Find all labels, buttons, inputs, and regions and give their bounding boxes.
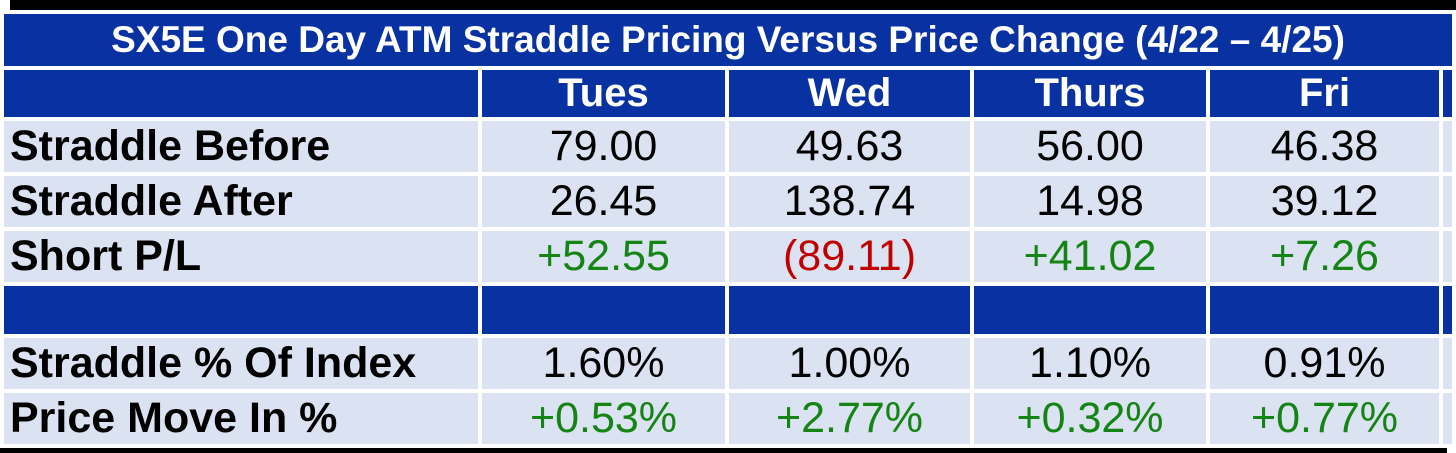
cell-value: +41.02 (974, 231, 1206, 282)
table-title: SX5E One Day ATM Straddle Pricing Versus… (4, 14, 1453, 66)
separator-cell (1210, 286, 1439, 334)
cell-value: 0.91% (1210, 338, 1439, 389)
separator-cell (729, 286, 970, 334)
cell-value: 26.45 (482, 176, 725, 227)
cell-value: 49.63 (729, 121, 970, 172)
header-tues: Tues (482, 70, 725, 117)
sliver-cell (1443, 338, 1453, 389)
top-border-bar (10, 0, 1456, 10)
row-label: Straddle After (4, 176, 478, 227)
cell-value: +0.32% (974, 393, 1206, 444)
sliver-cell (1443, 231, 1453, 282)
cell-value: +52.55 (482, 231, 725, 282)
cell-value: +0.77% (1210, 393, 1439, 444)
bottom-border-bar (0, 448, 1447, 453)
separator-cell (482, 286, 725, 334)
header-wed: Wed (729, 70, 970, 117)
separator-row (4, 286, 1453, 334)
cell-value: 46.38 (1210, 121, 1439, 172)
cell-value: +7.26 (1210, 231, 1439, 282)
table-row-straddle-pct-of-index: Straddle % Of Index 1.60% 1.00% 1.10% 0.… (4, 338, 1453, 389)
cell-value: +0.53% (482, 393, 725, 444)
table-row-straddle-after: Straddle After 26.45 138.74 14.98 39.12 (4, 176, 1453, 227)
cell-value: 138.74 (729, 176, 970, 227)
header-empty-cell (4, 70, 478, 117)
cell-value: 1.60% (482, 338, 725, 389)
cell-value: 1.00% (729, 338, 970, 389)
table-row-price-move-in-pct: Price Move In % +0.53% +2.77% +0.32% +0.… (4, 393, 1453, 444)
row-label: Straddle Before (4, 121, 478, 172)
table-row-straddle-before: Straddle Before 79.00 49.63 56.00 46.38 (4, 121, 1453, 172)
title-row: SX5E One Day ATM Straddle Pricing Versus… (4, 14, 1453, 66)
straddle-pricing-table: SX5E One Day ATM Straddle Pricing Versus… (0, 10, 1456, 448)
header-row: Tues Wed Thurs Fri (4, 70, 1453, 117)
separator-cell (974, 286, 1206, 334)
separator-cell (4, 286, 478, 334)
row-label: Short P/L (4, 231, 478, 282)
cell-value: (89.11) (729, 231, 970, 282)
sliver-cell (1443, 121, 1453, 172)
cell-value: 14.98 (974, 176, 1206, 227)
header-sliver-cell (1443, 70, 1453, 117)
row-label: Straddle % Of Index (4, 338, 478, 389)
sliver-cell (1443, 176, 1453, 227)
sliver-cell (1443, 393, 1453, 444)
row-label: Price Move In % (4, 393, 478, 444)
cell-value: 1.10% (974, 338, 1206, 389)
table-row-short-pl: Short P/L +52.55 (89.11) +41.02 +7.26 (4, 231, 1453, 282)
cell-value: 56.00 (974, 121, 1206, 172)
cell-value: 39.12 (1210, 176, 1439, 227)
separator-sliver-cell (1443, 286, 1453, 334)
cell-value: +2.77% (729, 393, 970, 444)
header-thurs: Thurs (974, 70, 1206, 117)
cell-value: 79.00 (482, 121, 725, 172)
header-fri: Fri (1210, 70, 1439, 117)
